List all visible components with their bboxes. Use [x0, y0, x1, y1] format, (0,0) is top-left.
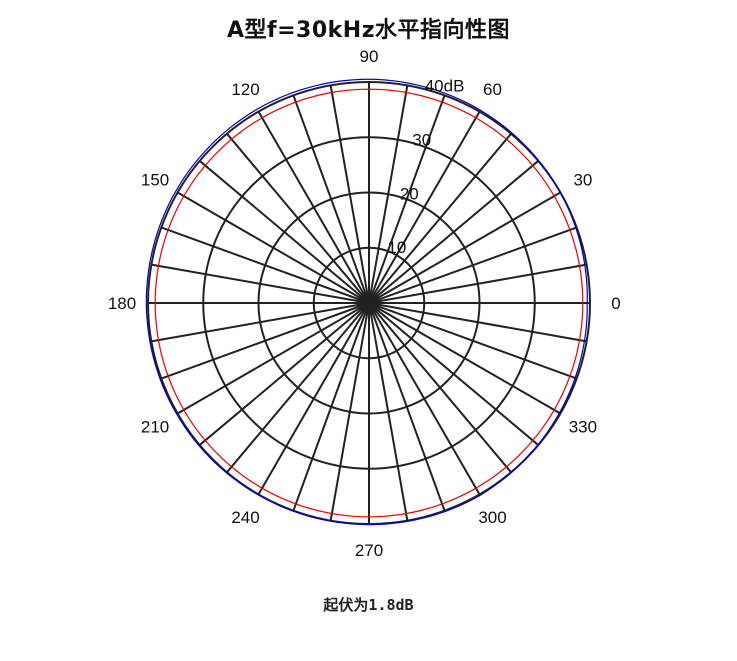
- grid-spoke: [199, 160, 370, 304]
- series-line-1: [154, 88, 584, 518]
- grid-spoke: [368, 302, 446, 512]
- grid-spoke: [368, 191, 561, 304]
- grid-spoke: [368, 160, 539, 304]
- angle-labels: 0 30 60 90 120 150 180 210 240 270 300 330: [108, 47, 621, 560]
- angle-tick-label: 330: [569, 418, 597, 437]
- grid-spoke: [368, 226, 578, 304]
- angle-tick-label: 270: [355, 541, 383, 560]
- grid-spoke: [368, 302, 409, 521]
- ripple-note: 起伏为1.8dB: [323, 596, 414, 614]
- grid-spoke: [368, 302, 481, 495]
- grid-spoke: [368, 302, 578, 380]
- grid-spoke: [368, 111, 481, 304]
- angle-tick-label: 180: [108, 294, 136, 313]
- grid-spoke: [292, 302, 370, 512]
- grid-spoke: [151, 302, 370, 343]
- chart-title: A型f=30kHz水平指向性图: [227, 18, 510, 43]
- grid-spoke: [368, 302, 561, 415]
- radial-labels: 10 20 30 40dB: [387, 77, 464, 258]
- grid-spoke: [329, 85, 370, 304]
- angle-tick-label: 210: [141, 418, 169, 437]
- grid-spoke: [199, 302, 370, 446]
- angle-tick-label: 240: [231, 508, 259, 527]
- grid-spoke: [368, 94, 446, 304]
- angle-tick-label: 60: [483, 80, 502, 99]
- radial-tick-label: 10: [387, 238, 406, 257]
- angle-tick-label: 300: [478, 508, 506, 527]
- grid-spoke: [226, 133, 370, 304]
- grid-spoke: [257, 302, 370, 495]
- angle-tick-label: 150: [141, 171, 169, 190]
- grid-spoke: [368, 302, 512, 473]
- grid-spoke: [177, 302, 370, 415]
- polar-series: [145, 78, 588, 526]
- grid-spoke: [292, 94, 370, 304]
- angle-tick-label: 30: [573, 171, 592, 190]
- radial-tick-label: 40dB: [425, 77, 465, 96]
- radial-tick-label: 20: [400, 184, 419, 203]
- grid-spoke: [368, 133, 512, 304]
- radial-tick-label: 30: [412, 130, 431, 149]
- grid-spoke: [151, 263, 370, 304]
- polar-grid: [147, 81, 591, 525]
- angle-tick-label: 120: [231, 80, 259, 99]
- grid-spoke: [368, 302, 539, 446]
- grid-spoke: [160, 302, 370, 380]
- grid-spoke: [226, 302, 370, 473]
- grid-spoke: [368, 263, 587, 304]
- series-line-0: [145, 78, 588, 526]
- grid-spoke: [160, 226, 370, 304]
- angle-tick-label: 90: [360, 47, 379, 66]
- grid-spoke: [257, 111, 370, 304]
- grid-spoke: [329, 302, 370, 521]
- grid-spoke: [368, 302, 587, 343]
- grid-spoke: [368, 85, 409, 304]
- grid-spoke: [177, 191, 370, 304]
- angle-tick-label: 0: [611, 294, 620, 313]
